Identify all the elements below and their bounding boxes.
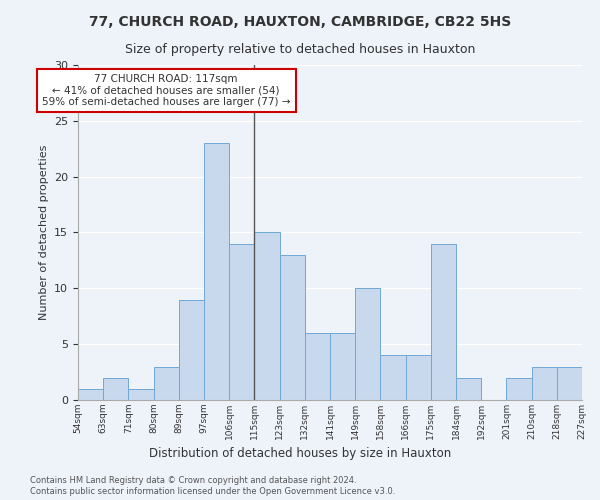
Text: Size of property relative to detached houses in Hauxton: Size of property relative to detached ho…: [125, 42, 475, 56]
Bar: [179, 300, 204, 400]
Bar: [154, 366, 179, 400]
Text: 77 CHURCH ROAD: 117sqm
← 41% of detached houses are smaller (54)
59% of semi-det: 77 CHURCH ROAD: 117sqm ← 41% of detached…: [42, 74, 290, 107]
Bar: [254, 232, 280, 400]
Bar: [229, 244, 254, 400]
Bar: [431, 244, 456, 400]
Text: Contains public sector information licensed under the Open Government Licence v3: Contains public sector information licen…: [30, 487, 395, 496]
Bar: [456, 378, 481, 400]
Bar: [355, 288, 380, 400]
Bar: [128, 389, 154, 400]
Bar: [280, 255, 305, 400]
Bar: [557, 366, 582, 400]
Bar: [103, 378, 128, 400]
Bar: [532, 366, 557, 400]
Bar: [406, 356, 431, 400]
Text: Contains HM Land Registry data © Crown copyright and database right 2024.: Contains HM Land Registry data © Crown c…: [30, 476, 356, 485]
Bar: [78, 389, 103, 400]
Bar: [380, 356, 406, 400]
Bar: [305, 333, 330, 400]
Bar: [204, 143, 229, 400]
Text: Distribution of detached houses by size in Hauxton: Distribution of detached houses by size …: [149, 448, 451, 460]
Y-axis label: Number of detached properties: Number of detached properties: [38, 145, 49, 320]
Bar: [506, 378, 532, 400]
Bar: [330, 333, 355, 400]
Text: 77, CHURCH ROAD, HAUXTON, CAMBRIDGE, CB22 5HS: 77, CHURCH ROAD, HAUXTON, CAMBRIDGE, CB2…: [89, 15, 511, 29]
